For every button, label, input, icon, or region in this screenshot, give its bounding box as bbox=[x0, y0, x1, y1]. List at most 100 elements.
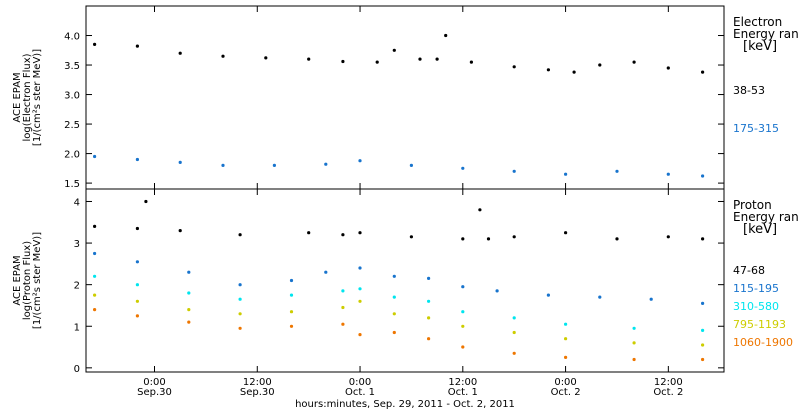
data-point bbox=[187, 320, 191, 324]
data-point bbox=[264, 56, 268, 60]
data-point bbox=[409, 235, 413, 239]
data-point bbox=[701, 343, 705, 347]
data-point bbox=[358, 287, 362, 291]
y-tick-label: 3.0 bbox=[64, 91, 80, 102]
data-point bbox=[93, 274, 97, 278]
data-point bbox=[358, 266, 362, 270]
legend-entry: 175-315 bbox=[733, 122, 779, 135]
data-point bbox=[93, 251, 97, 256]
data-point bbox=[178, 229, 182, 233]
y-axis-title-line: [1/(cm²s ster MeV)] bbox=[32, 49, 43, 146]
x-tick-date: Oct. 2 bbox=[653, 387, 683, 398]
data-point bbox=[238, 326, 242, 330]
data-point bbox=[615, 237, 619, 241]
data-point bbox=[392, 312, 396, 316]
data-point bbox=[341, 305, 345, 310]
data-point bbox=[564, 322, 568, 326]
data-point bbox=[512, 351, 516, 355]
data-point bbox=[512, 235, 516, 239]
data-point bbox=[289, 324, 294, 328]
data-point bbox=[392, 274, 396, 278]
legend-title-line: [keV] bbox=[743, 222, 777, 237]
legend-entry: 1060-1900 bbox=[733, 336, 793, 349]
series-310-580 bbox=[93, 274, 705, 332]
y-tick-label: 1 bbox=[74, 322, 80, 333]
data-point bbox=[93, 154, 97, 159]
x-tick-date: Oct. 2 bbox=[551, 387, 581, 398]
legend-entry: 310-580 bbox=[733, 300, 779, 313]
data-point bbox=[461, 166, 465, 170]
y-axis-title-line: log(Electron Flux) bbox=[22, 53, 33, 141]
series-47-68 bbox=[93, 199, 705, 241]
x-axis-title: hours:minutes, Sep. 29, 2011 - Oct. 2, 2… bbox=[295, 399, 515, 410]
proton-panel: 0 1 2 3 4 ACE EPAMlog(Proton Flux)[1/(cm²s st… bbox=[12, 188, 799, 375]
data-point bbox=[324, 270, 328, 274]
data-point bbox=[392, 330, 396, 335]
data-point bbox=[324, 162, 328, 166]
data-point bbox=[135, 260, 139, 264]
data-point bbox=[418, 57, 422, 61]
data-point bbox=[135, 226, 139, 231]
y-axis-title-line: [1/(cm²s ster MeV)] bbox=[32, 232, 43, 329]
data-point bbox=[572, 70, 576, 74]
data-point bbox=[289, 310, 294, 314]
data-point bbox=[546, 68, 551, 72]
data-point bbox=[289, 293, 294, 297]
data-point bbox=[93, 293, 97, 297]
x-tick-date: Sep.30 bbox=[240, 387, 275, 398]
data-point bbox=[187, 308, 191, 312]
data-point bbox=[598, 63, 602, 67]
data-point bbox=[478, 208, 482, 212]
data-point bbox=[461, 310, 465, 314]
data-point bbox=[135, 44, 139, 48]
data-point bbox=[701, 301, 705, 305]
data-point bbox=[238, 283, 242, 287]
data-point bbox=[701, 357, 705, 362]
data-point bbox=[632, 326, 636, 330]
data-point bbox=[632, 60, 636, 64]
legend-title-line: [keV] bbox=[743, 39, 777, 54]
data-point bbox=[444, 33, 448, 38]
data-point bbox=[178, 160, 182, 164]
legend-title-line: Proton bbox=[733, 198, 772, 212]
data-point bbox=[358, 159, 362, 163]
data-point bbox=[221, 163, 225, 167]
data-point bbox=[341, 322, 345, 326]
data-point bbox=[187, 291, 191, 295]
data-point bbox=[135, 283, 139, 287]
x-tick-date: Oct. 1 bbox=[345, 387, 375, 398]
y-tick-label: 2.0 bbox=[64, 150, 80, 161]
data-point bbox=[392, 48, 396, 52]
data-point bbox=[392, 295, 396, 299]
legend-title-line: Energy ran bbox=[733, 210, 799, 224]
data-point bbox=[469, 60, 473, 64]
data-point bbox=[307, 231, 311, 235]
legend-title-line: Electron bbox=[733, 15, 782, 29]
y-tick-label: 2 bbox=[74, 281, 80, 292]
y-tick-label: 4 bbox=[74, 197, 80, 208]
electron-y-axis-title: ACE EPAMlog(Electron Flux)[1/(cm²s ster … bbox=[12, 49, 43, 146]
data-point bbox=[461, 345, 465, 349]
legend-entry: 115-195 bbox=[733, 282, 779, 295]
data-point bbox=[307, 57, 311, 61]
data-point bbox=[93, 224, 97, 228]
data-point bbox=[238, 233, 242, 237]
data-point bbox=[461, 324, 465, 328]
data-point bbox=[512, 65, 516, 69]
proton-plot-frame bbox=[85, 188, 725, 373]
data-point bbox=[701, 237, 705, 241]
y-tick-label: 4.0 bbox=[64, 32, 80, 43]
y-tick-label: 3 bbox=[74, 239, 80, 250]
data-point bbox=[564, 355, 568, 359]
data-point bbox=[701, 174, 705, 178]
data-point bbox=[666, 66, 670, 70]
data-point bbox=[461, 237, 465, 241]
data-point bbox=[615, 169, 619, 173]
data-point bbox=[427, 316, 431, 320]
series-1060-1900 bbox=[93, 308, 705, 362]
x-tick-label: 0:00 bbox=[143, 377, 165, 388]
data-point bbox=[358, 333, 362, 337]
x-tick-label: 12:00 bbox=[448, 377, 477, 388]
y-tick-label: 0 bbox=[74, 364, 80, 375]
